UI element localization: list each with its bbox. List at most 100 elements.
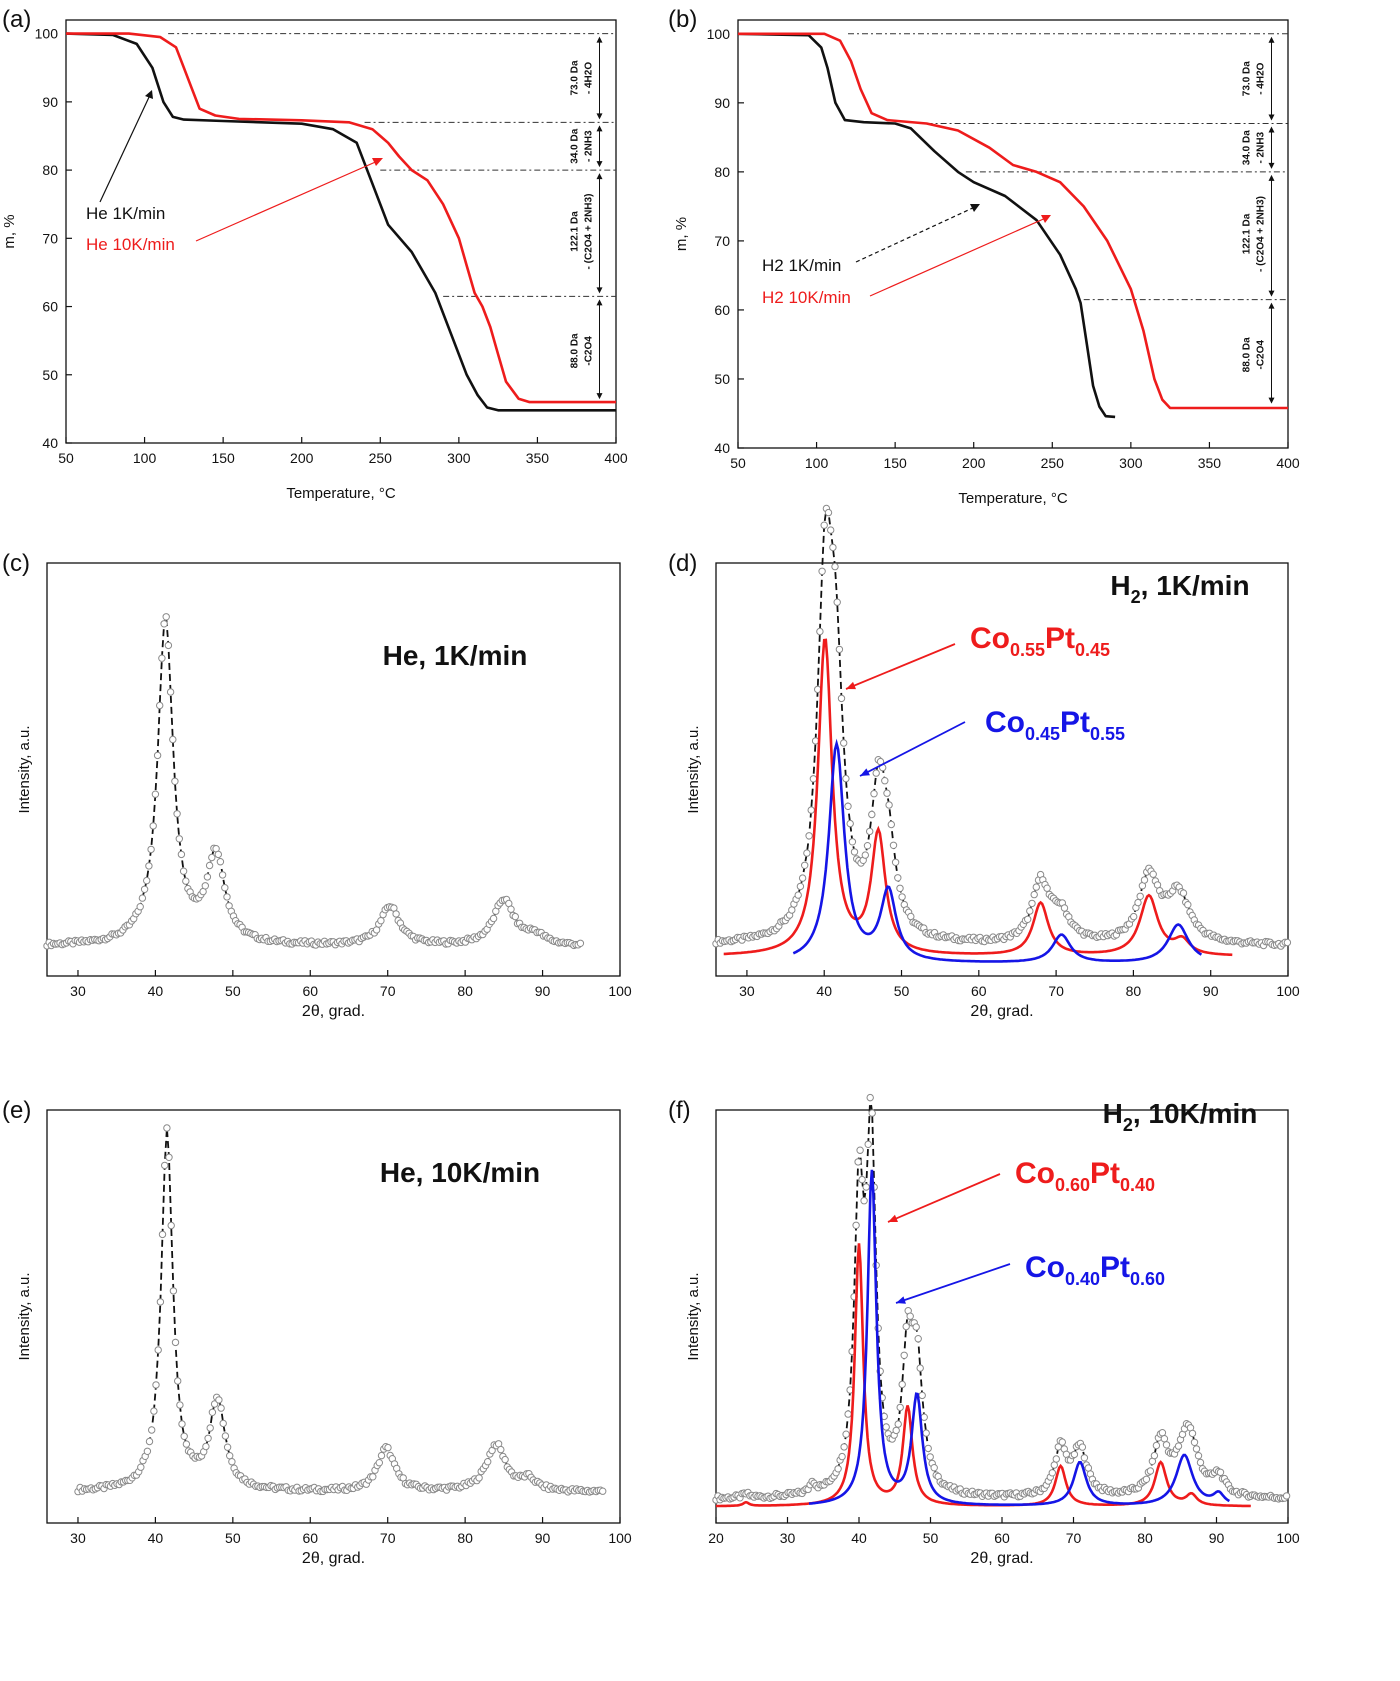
x-tick-label-b: 400 — [1276, 455, 1300, 471]
y-tick-label-a: 90 — [42, 94, 58, 110]
data-point-d — [870, 790, 878, 798]
data-point-e — [156, 1298, 165, 1306]
data-point-e — [182, 1440, 191, 1448]
x-tick-label-e: 30 — [70, 1530, 86, 1546]
data-point-e — [204, 1434, 212, 1443]
mass-loss-annotation-a: 88.0 Da — [570, 333, 581, 368]
data-point-e — [228, 1458, 236, 1466]
data-point-d — [848, 838, 857, 846]
data-point-d — [796, 882, 805, 891]
data-point-f — [864, 1140, 872, 1149]
data-point-c — [179, 867, 188, 875]
data-point-e — [143, 1447, 152, 1456]
mass-loss-annotation-b: 34.0 Da — [1242, 130, 1253, 165]
x-tick-label-d: 70 — [1048, 983, 1064, 999]
data-point-d — [803, 849, 811, 857]
data-point-d — [818, 567, 826, 575]
mass-loss-annotation-a: 34.0 Da — [570, 128, 581, 163]
data-point-f — [1084, 1464, 1093, 1472]
data-point-f — [868, 1109, 876, 1117]
data-point-d — [794, 891, 802, 899]
data-point-f — [1160, 1435, 1169, 1443]
x-tick-label-f: 50 — [923, 1530, 939, 1546]
arrow-head-b — [1268, 162, 1275, 169]
x-axis-label-e: 2θ, grad. — [302, 1550, 365, 1567]
tga-curve-a-0 — [65, 32, 616, 412]
data-point-e — [178, 1420, 186, 1428]
composition-arrow-head-d — [846, 681, 856, 690]
y-tick-label-b: 80 — [714, 164, 730, 180]
x-tick-label-d: 60 — [971, 983, 987, 999]
data-point-c — [169, 735, 177, 744]
data-point-d — [872, 769, 880, 777]
data-point-c — [136, 903, 144, 911]
data-point-e — [163, 1124, 171, 1132]
y-tick-label-b: 90 — [714, 95, 730, 111]
data-point-f — [894, 1420, 902, 1428]
plot-frame-c — [46, 562, 621, 977]
data-point-f — [838, 1452, 846, 1461]
legend-label-b: H2 10K/min — [762, 288, 851, 307]
data-point-e — [169, 1287, 178, 1295]
data-point-e — [475, 1474, 483, 1482]
data-point-c — [218, 871, 227, 879]
data-point-f — [1174, 1442, 1183, 1450]
mass-loss-annotation-b: - 4H2O — [1256, 62, 1267, 94]
x-tick-label-d: 50 — [894, 983, 910, 999]
panel-label-a: (a) — [2, 6, 32, 33]
x-tick-label-b: 100 — [805, 455, 829, 471]
data-point-c — [216, 858, 225, 866]
y-tick-label-b: 100 — [707, 26, 731, 42]
data-point-d — [1130, 912, 1138, 921]
x-axis-label-b: Temperature, °C — [958, 490, 1068, 507]
mass-loss-annotation-b: 73.0 Da — [1242, 61, 1253, 96]
x-tick-label-b: 250 — [1041, 455, 1065, 471]
data-point-f — [912, 1323, 920, 1331]
arrow-head-a — [596, 287, 603, 294]
data-point-c — [507, 905, 515, 913]
composition-arrow-head-f — [896, 1296, 906, 1304]
tga-curve-b-1 — [738, 32, 1288, 410]
mass-loss-annotation-b: -C2O4 — [1256, 340, 1267, 370]
data-point-d — [883, 789, 891, 797]
data-point-f — [1070, 1450, 1079, 1459]
data-point-e — [217, 1404, 225, 1412]
data-point-d — [827, 526, 835, 534]
data-point-f — [858, 1175, 866, 1184]
data-point-f — [918, 1391, 926, 1400]
data-point-f — [900, 1351, 908, 1360]
xrd-dashed-line-e — [77, 1127, 604, 1494]
data-point-f — [1078, 1443, 1087, 1451]
x-tick-label-e: 60 — [302, 1530, 318, 1546]
x-tick-label-a: 250 — [369, 450, 393, 466]
y-tick-label-a: 70 — [42, 230, 58, 246]
data-point-c — [166, 688, 175, 696]
data-point-d — [850, 848, 859, 856]
data-point-c — [203, 873, 212, 881]
data-point-d — [1283, 938, 1292, 947]
x-axis-label-d: 2θ, grad. — [970, 1003, 1033, 1020]
panel-label-c: (c) — [2, 550, 30, 577]
data-point-d — [1136, 892, 1144, 900]
data-point-f — [922, 1429, 930, 1437]
data-point-d — [846, 819, 854, 828]
data-point-f — [914, 1335, 922, 1343]
x-tick-label-a: 50 — [58, 450, 74, 466]
mass-loss-annotation-b: 88.0 Da — [1242, 337, 1253, 372]
legend-arrow-head-b — [970, 204, 980, 212]
arrow-head-b — [1268, 290, 1275, 297]
x-tick-label-e: 50 — [225, 1530, 241, 1546]
x-tick-label-b: 350 — [1198, 455, 1222, 471]
legend-arrow-b — [869, 216, 1049, 297]
data-point-d — [1149, 870, 1157, 878]
data-point-f — [1050, 1461, 1059, 1469]
data-point-c — [576, 939, 585, 947]
x-tick-label-f: 100 — [1276, 1530, 1300, 1546]
arrow-head-b — [1268, 302, 1275, 309]
data-point-f — [1194, 1452, 1203, 1460]
chart-title-d: H2, 1K/min — [1110, 570, 1249, 607]
data-point-e — [158, 1230, 167, 1239]
data-point-f — [920, 1413, 928, 1421]
legend-label-a: He 10K/min — [86, 235, 175, 254]
x-tick-label-a: 400 — [604, 450, 628, 466]
